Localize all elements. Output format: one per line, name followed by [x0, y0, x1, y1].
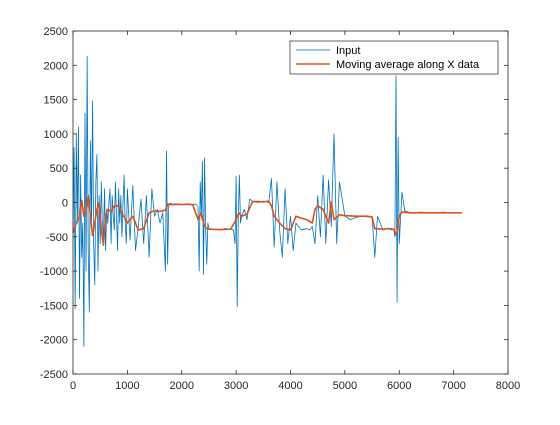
x-tick-label: 2000 — [170, 380, 194, 392]
x-tick-label: 1000 — [115, 380, 139, 392]
y-axis: -2500 -2000 -1500 -1000 -500 0 500 1000 1500 2000… — [40, 26, 508, 381]
y-tick-label: 2000 — [44, 60, 68, 72]
series-line-2 — [72, 194, 462, 246]
x-tick-label: 7000 — [441, 380, 465, 392]
y-tick-label: 1500 — [44, 95, 68, 107]
y-tick-label: -1000 — [40, 266, 68, 278]
y-tick-label: 500 — [50, 163, 68, 175]
legend-box — [289, 40, 499, 75]
y-tick-label: -2000 — [40, 335, 68, 347]
x-tick-label: 4000 — [278, 380, 302, 392]
x-tick-label: 5000 — [333, 380, 357, 392]
x-tick-label: 8000 — [496, 380, 520, 392]
y-tick-label: -1500 — [40, 300, 68, 312]
legend: Input Moving average along X data — [289, 40, 499, 75]
y-tick-label: -500 — [46, 232, 68, 244]
series-line-1 — [72, 55, 462, 347]
plot-area — [73, 31, 508, 374]
x-axis: 0 1000 2000 3000 4000 5000 6000 7000 8000 — [70, 31, 520, 392]
legend-label: Input — [336, 45, 360, 57]
y-tick-label: -2500 — [40, 369, 68, 381]
x-tick-label: 0 — [70, 380, 76, 392]
y-tick-label: 2500 — [44, 26, 68, 38]
y-tick-label: 0 — [62, 198, 68, 210]
x-tick-label: 6000 — [387, 380, 411, 392]
y-tick-label: 1000 — [44, 129, 68, 141]
legend-label: Moving average along X data — [336, 59, 480, 71]
x-tick-label: 3000 — [224, 380, 248, 392]
series-layer — [72, 55, 462, 347]
